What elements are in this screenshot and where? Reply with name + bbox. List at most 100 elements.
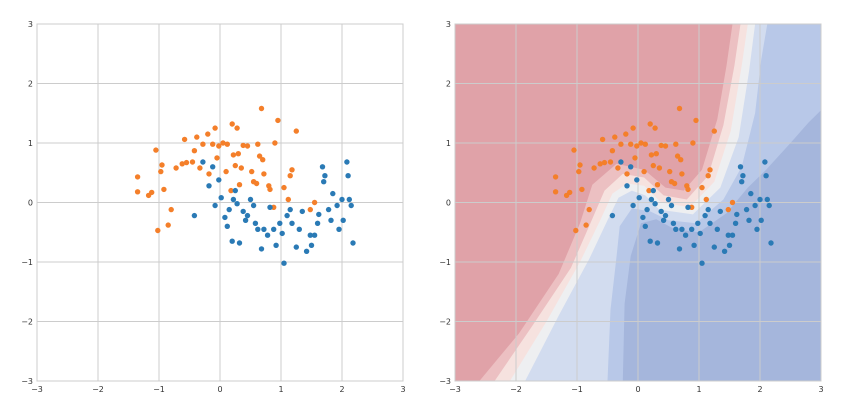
data-point-orange [676,105,683,112]
data-point-blue [299,208,305,215]
data-point-orange [641,168,647,175]
data-point-orange [194,134,200,140]
left-y-tick-label: 2 [28,80,33,89]
data-point-blue [739,179,745,185]
data-point-blue [267,204,273,210]
left-x-tick-label: −1 [153,385,165,394]
data-point-blue [350,240,356,246]
data-point-blue [226,206,232,213]
data-point-blue [255,226,261,232]
data-point-blue [705,206,711,213]
data-point-blue [717,208,723,215]
data-point-orange [656,165,663,171]
data-point-blue [191,212,198,219]
data-point-orange [258,105,265,112]
data-point-blue [344,159,350,165]
data-point-blue [261,226,267,232]
data-point-orange [168,206,174,213]
data-point-blue [210,164,216,170]
data-point-orange [618,141,624,147]
data-point-orange [653,151,659,157]
data-point-blue [222,214,228,221]
right-x-tick-label: −1 [571,385,583,394]
data-point-blue [634,177,640,183]
data-point-blue [308,242,315,248]
right-y-tick-label: −3 [439,377,451,386]
data-point-blue [644,206,650,213]
data-point-orange [705,173,711,179]
data-point-blue [762,159,768,165]
data-point-orange [158,168,164,175]
data-point-blue [691,242,697,248]
data-point-orange [179,161,185,167]
data-point-orange [173,165,179,171]
data-point-blue [618,159,624,165]
data-point-blue [277,220,283,226]
left-y-tick-label: −1 [21,258,33,267]
data-point-orange [191,148,198,154]
data-point-blue [624,183,630,189]
data-point-blue [757,196,763,203]
data-point-orange [224,141,230,147]
right-y-tick-label: 0 [446,199,451,208]
data-point-orange [658,142,664,149]
data-point-blue [322,173,328,179]
data-point-orange [703,196,709,203]
left-x-tick-label: 3 [400,385,405,394]
data-point-orange [189,159,196,165]
data-point-orange [272,140,278,146]
data-point-blue [240,208,246,215]
data-point-orange [253,180,260,187]
data-point-orange [161,186,167,193]
data-point-blue [281,260,287,266]
data-point-blue [754,226,760,232]
data-point-blue [670,220,677,226]
data-point-blue [642,223,648,229]
data-point-blue [676,246,683,252]
data-point-orange [662,143,669,149]
right-x-tick-label: 1 [696,385,701,394]
data-point-orange [654,182,661,188]
right-x-tick-label: 3 [818,385,823,394]
data-point-blue [636,195,642,201]
data-point-orange [244,143,251,149]
left-y-tick-label: 0 [28,199,33,208]
data-point-blue [660,217,667,223]
data-point-orange [690,140,696,146]
data-point-blue [654,240,661,246]
data-point-orange [615,165,621,171]
data-point-orange [647,121,653,127]
data-point-blue [752,202,758,209]
data-point-blue [764,196,770,203]
data-point-blue [766,202,772,209]
data-point-blue [726,242,733,248]
data-point-blue [699,260,705,266]
right-y-tick-label: −1 [439,258,451,267]
data-point-blue [230,196,237,203]
data-point-blue [652,201,658,207]
data-point-blue [682,232,689,238]
data-point-orange [181,136,188,143]
data-point-orange [729,199,736,206]
left-x-tick-label: 2 [339,385,344,394]
data-point-blue [334,202,340,209]
data-point-orange [567,189,573,196]
data-point-orange [725,206,731,213]
data-point-orange [599,136,606,143]
data-point-orange [576,168,582,175]
data-point-blue [673,226,679,232]
data-point-orange [214,155,220,161]
data-point-blue [339,196,345,203]
data-point-blue [685,204,691,210]
data-point-blue [264,232,271,238]
data-point-blue [200,159,206,165]
data-point-blue [330,190,336,197]
data-point-blue [743,206,750,213]
data-point-blue [648,196,655,203]
data-point-blue [640,214,646,221]
data-point-blue [768,240,774,246]
right-series-orange [552,105,736,234]
right-plot-frame [454,23,822,382]
data-point-orange [205,131,211,137]
data-point-orange [149,189,155,196]
